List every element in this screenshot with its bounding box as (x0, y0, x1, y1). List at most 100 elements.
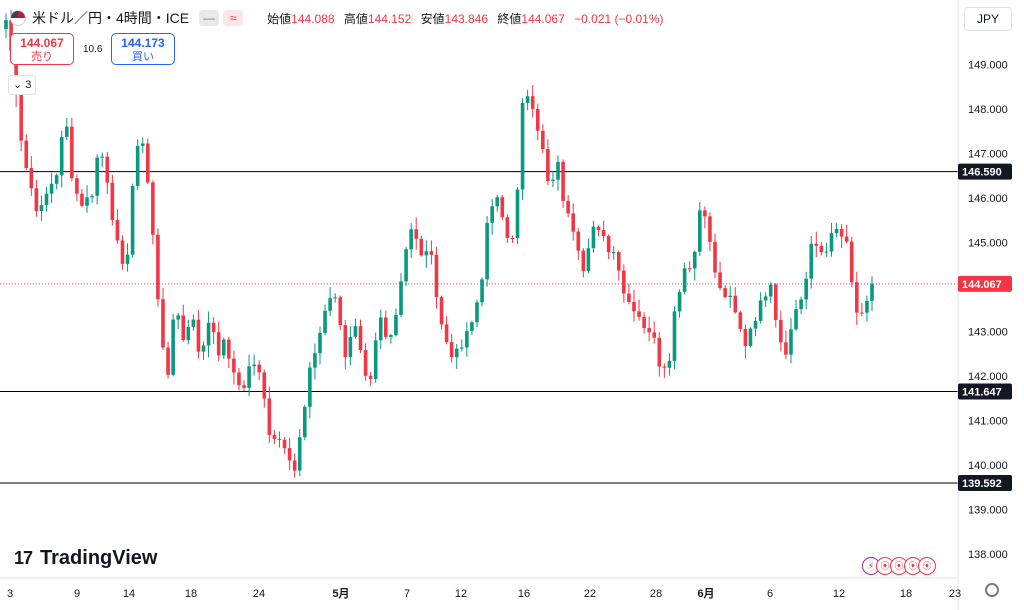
candle-body (698, 210, 702, 252)
price-tick-label: 148.000 (968, 104, 1008, 116)
candle-body (804, 278, 808, 300)
open-value: 144.088 (291, 11, 335, 26)
candle-body (328, 298, 332, 311)
candle-body (753, 320, 758, 329)
candle-body (59, 136, 64, 176)
candlestick-series (4, 10, 874, 478)
candle-body (773, 284, 778, 320)
event-icon[interactable]: ⦿ (918, 557, 936, 575)
candle-body (865, 300, 869, 313)
time-axis[interactable]: 3 9 14 18 24 5月 7 12 16 22 28 6月 6 12 18 23 (7, 587, 961, 600)
spread-value: 10.6 (83, 44, 103, 55)
candle-body (606, 236, 611, 253)
candle-body (475, 302, 479, 323)
candle-body (490, 206, 494, 223)
tradingview-logo[interactable]: 17 TradingView (14, 545, 157, 571)
wave-icon[interactable]: ≈ (223, 10, 244, 26)
candle-body (252, 364, 256, 367)
candle-body (799, 299, 803, 310)
events-strip: ⚡ ⦿ ⦿ ⦿ ⦿ (862, 557, 936, 575)
candle-body (404, 249, 408, 282)
buy-button[interactable]: 144.173 買い (111, 33, 175, 65)
candle-body (29, 168, 34, 189)
current-price-text: 144.067 (962, 279, 1002, 291)
candle-body (70, 126, 74, 179)
candle-body (140, 143, 145, 146)
candle-body (667, 360, 672, 368)
candle-body (262, 372, 267, 399)
candle-body (561, 161, 565, 202)
price-tick-label: 149.000 (968, 59, 1008, 71)
logo-text: TradingView (40, 546, 158, 569)
candle-body (130, 185, 135, 255)
candle-body (546, 149, 550, 182)
line-price-badge (958, 474, 1012, 491)
candle-body (708, 216, 712, 242)
line-price-badge (958, 163, 1012, 180)
candle-body (414, 229, 419, 239)
candle-body (34, 188, 39, 212)
candle-body (277, 438, 282, 440)
candle-body (657, 337, 662, 367)
candle-body (64, 126, 69, 137)
ohlc-values: 始値144.088 高値144.152 安値143.846 終値144.067 … (261, 10, 663, 27)
candle-body (151, 182, 155, 235)
candle-body (454, 348, 459, 358)
time-tick-label: 6月 (697, 587, 714, 600)
sell-button[interactable]: 144.067 売り (10, 33, 74, 65)
candle-body (824, 251, 829, 253)
candle-body (363, 350, 368, 376)
candle-body (257, 364, 262, 373)
price-tick-label: 142.000 (968, 371, 1008, 383)
time-tick-label: 28 (650, 588, 662, 600)
candle-body (115, 219, 120, 241)
candle-body (586, 248, 591, 272)
candle-body (616, 252, 621, 271)
price-tick-label: 141.000 (968, 415, 1008, 427)
candle-body (348, 336, 353, 358)
candle-body (49, 183, 54, 194)
indicator-collapse-button[interactable]: ⌄ 3 (8, 75, 37, 95)
candle-body (247, 366, 251, 388)
candle-body (146, 143, 150, 183)
candle-body (768, 284, 773, 297)
buy-price: 144.173 (121, 36, 165, 50)
time-tick-label: 7 (404, 588, 410, 600)
price-axis[interactable]: 149.000 148.000 147.000 146.000 145.000 143.0… (968, 59, 1008, 560)
candle-body (4, 20, 8, 29)
candle-body (389, 335, 393, 337)
minus-icon[interactable]: — (199, 10, 220, 26)
candle-body (743, 328, 748, 346)
candle-body (855, 282, 859, 313)
candle-body (728, 295, 732, 297)
candle-body (19, 94, 23, 141)
candle-body (718, 272, 722, 289)
candle-body (378, 317, 383, 341)
sell-label: 売り (31, 51, 53, 63)
currency-selector[interactable]: JPY (964, 7, 1012, 31)
candle-body (444, 324, 449, 343)
symbol-title[interactable]: 米ドル／円・4時間・ICE (32, 10, 190, 26)
candle-body (870, 283, 874, 301)
candle-body (834, 228, 839, 234)
candle-body (308, 367, 312, 407)
candle-body (814, 243, 819, 246)
candle-body (44, 193, 49, 206)
candle-body (110, 182, 115, 220)
price-tick-label: 139.000 (968, 504, 1008, 516)
candle-body (576, 231, 581, 251)
us-flag-icon (10, 10, 26, 26)
high-value: 144.152 (367, 11, 412, 26)
candle-body (622, 270, 626, 294)
close-value: 144.067 (521, 11, 565, 26)
candle-body (784, 342, 788, 355)
candle-body (287, 448, 292, 461)
settings-gear-icon[interactable] (985, 583, 999, 597)
candle-body (302, 406, 307, 438)
candle-body (738, 312, 743, 329)
candle-body (642, 316, 646, 329)
candle-body (794, 309, 798, 330)
candle-body (779, 319, 783, 343)
